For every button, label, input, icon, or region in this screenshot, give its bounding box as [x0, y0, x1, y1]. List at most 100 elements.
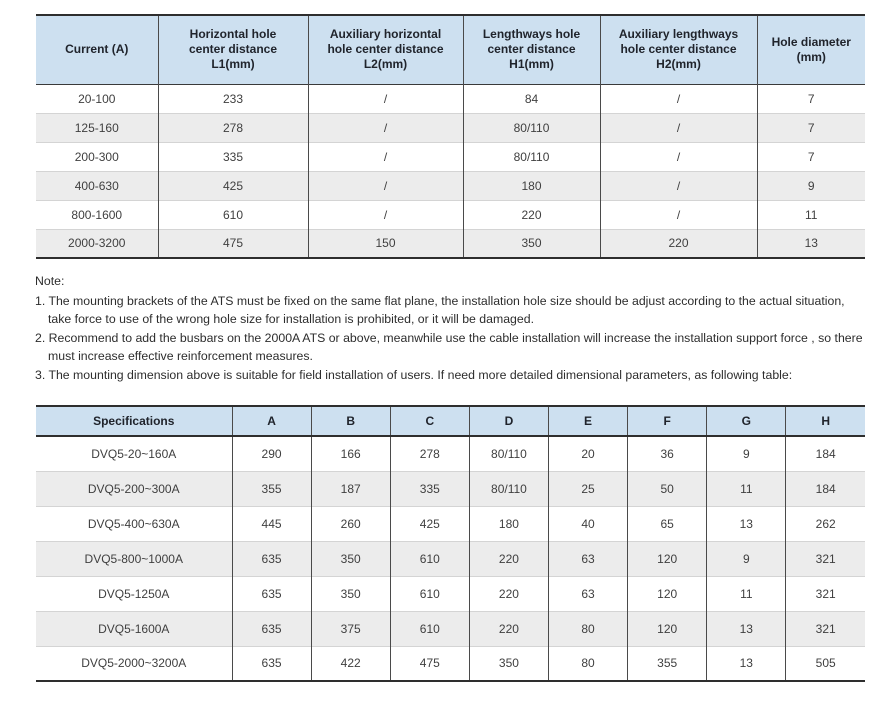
table-cell: 375: [310, 611, 391, 646]
table-cell: 260: [310, 506, 391, 541]
table-cell: 11: [706, 471, 786, 506]
table-cell: /: [307, 142, 463, 171]
notes-section: Note: 1. The mounting brackets of the AT…: [35, 272, 868, 384]
table-cell: 321: [785, 611, 865, 646]
column-header: Hole diameter (mm): [756, 15, 865, 84]
table-row: 20-100 233/84/7: [36, 84, 865, 113]
table-cell: 278: [157, 113, 308, 142]
table-cell: /: [307, 200, 463, 229]
table-row: 2000-3200 475 150 350 220 13: [36, 229, 865, 258]
table-cell: 40: [547, 506, 628, 541]
notes-list: 1. The mounting brackets of the ATS must…: [35, 292, 868, 385]
table-cell: 63: [547, 576, 628, 611]
table-row: DVQ5-1600A 635 375 610 220 80 120 13 321: [36, 611, 865, 646]
note-item: 3. The mounting dimension above is suita…: [35, 367, 793, 382]
table-cell: 321: [785, 541, 865, 576]
table-cell: 125-160: [74, 120, 119, 135]
column-header: G: [706, 406, 786, 436]
table-cell: /: [307, 113, 463, 142]
table-cell: DVQ5-20~160A: [91, 446, 177, 461]
table-cell: 80/110: [462, 113, 600, 142]
table-cell: DVQ5-800~1000A: [84, 551, 183, 566]
column-header: E: [547, 406, 628, 436]
table-cell: DVQ5-1600A: [98, 621, 170, 636]
table-cell: 610: [389, 611, 470, 646]
column-header: Auxiliary lengthways hole center distanc…: [599, 15, 757, 84]
table-cell: 610: [389, 576, 470, 611]
table-cell: 20-100: [78, 91, 116, 106]
table-cell: 9: [706, 436, 786, 471]
table-cell: 9: [706, 541, 786, 576]
table-row: DVQ5-800~1000A 635 350 610 220 63 120 9 321: [36, 541, 865, 576]
table-cell: 350: [468, 646, 549, 681]
table-cell: 120: [627, 611, 707, 646]
table-cell: 200-300: [74, 149, 119, 164]
table-cell: 36: [627, 436, 707, 471]
column-header: Lengthways hole center distance H1(mm): [462, 15, 600, 84]
table-cell: DVQ5-2000~3200A: [81, 656, 187, 671]
table-cell: 80/110: [468, 471, 549, 506]
note-item: 2. Recommend to add the busbars on the 2…: [35, 330, 863, 364]
table-cell: 80/110: [462, 142, 600, 171]
table-cell: 80: [547, 611, 628, 646]
table-cell: 505: [785, 646, 865, 681]
table-cell: 350: [310, 541, 391, 576]
table-row: DVQ5-400~630A 445 260 425 180 40 65 13 262: [36, 506, 865, 541]
mounting-table-header: Current (A) Horizontal hole center distan…: [36, 15, 865, 84]
table-cell: 220: [462, 200, 600, 229]
table-cell: 13: [706, 611, 786, 646]
table-cell: 187: [310, 471, 391, 506]
table-cell: 422: [310, 646, 391, 681]
table-cell: 80/110: [468, 436, 549, 471]
table-cell: 350: [462, 229, 600, 258]
table-cell: 220: [599, 229, 757, 258]
table-cell: /: [599, 142, 757, 171]
table-cell: 350: [310, 576, 391, 611]
column-header: B: [310, 406, 391, 436]
table-cell: 25: [547, 471, 628, 506]
table-cell: 180: [468, 506, 549, 541]
table-cell: 635: [231, 646, 312, 681]
table-cell: 20: [547, 436, 628, 471]
table-cell: 65: [627, 506, 707, 541]
table-cell: 184: [785, 436, 865, 471]
table-cell: 63: [547, 541, 628, 576]
header-row: Specifications A B C D E F G H: [36, 406, 865, 436]
table-row: 400-630 425/180/9: [36, 171, 865, 200]
table-cell: 610: [157, 200, 308, 229]
table-cell: 290: [231, 436, 312, 471]
column-header: F: [627, 406, 707, 436]
mounting-table-body: 20-100 233/84/7 125-160 278/80/110/7 200-300…: [36, 84, 865, 258]
column-header: Auxiliary horizontal hole center distanc…: [307, 15, 463, 84]
table-cell: /: [599, 171, 757, 200]
table-cell: 321: [785, 576, 865, 611]
table-row: DVQ5-1250A 635 350 610 220 63 120 11 321: [36, 576, 865, 611]
table-row: DVQ5-2000~3200A 635 422 475 350 80 355 13 505: [36, 646, 865, 681]
table-cell: 610: [389, 541, 470, 576]
table-cell: 50: [627, 471, 707, 506]
column-header: Horizontal hole center distance L1(mm): [157, 15, 308, 84]
mounting-dimensions-table: Current (A) Horizontal hole center distan…: [36, 14, 865, 259]
table-cell: 120: [627, 541, 707, 576]
table-cell: 9: [756, 171, 865, 200]
table-cell: 11: [706, 576, 786, 611]
table-cell: 475: [157, 229, 308, 258]
table-cell: /: [307, 84, 463, 113]
table-cell: 335: [157, 142, 308, 171]
table-cell: 220: [468, 541, 549, 576]
table-cell: 635: [231, 541, 312, 576]
table-cell: 84: [462, 84, 600, 113]
table-cell: 184: [785, 471, 865, 506]
table-row: DVQ5-200~300A 355 187 335 80/110 25 50 11 184: [36, 471, 865, 506]
column-header: Specifications: [36, 406, 232, 436]
table-cell: DVQ5-200~300A: [87, 481, 180, 496]
dimensions-table-body: DVQ5-20~160A 290 166 278 80/110 20 36 9 184 DVQ5-…: [36, 436, 865, 681]
table-cell: 7: [756, 113, 865, 142]
column-header: H: [785, 406, 865, 436]
table-cell: 355: [627, 646, 707, 681]
column-header: Current (A): [36, 15, 158, 84]
table-cell: 800-1600: [71, 207, 123, 222]
table-cell: 13: [706, 506, 786, 541]
table-cell: 425: [157, 171, 308, 200]
table-cell: /: [307, 171, 463, 200]
